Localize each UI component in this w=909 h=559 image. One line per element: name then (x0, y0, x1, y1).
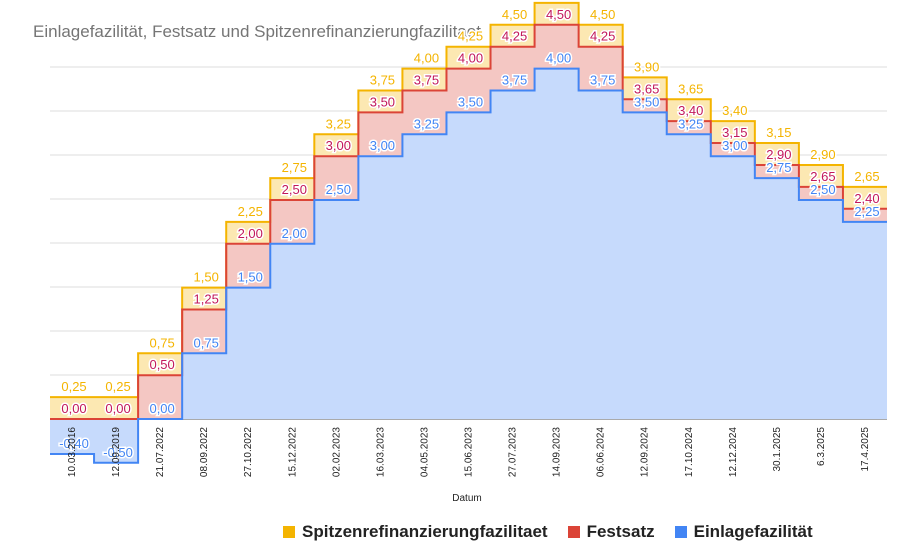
x-tick-label: 12.09.2024 (640, 427, 651, 477)
data-label: 2,50 (810, 182, 835, 197)
data-label: 0,50 (149, 357, 174, 372)
data-label: 1,50 (194, 270, 219, 285)
x-tick-label: 15.12.2022 (287, 427, 298, 477)
data-label: 3,25 (326, 116, 351, 131)
legend-item: Einlagefazilität (674, 522, 813, 542)
legend-swatch (283, 526, 295, 538)
x-tick-label: 17.4.2025 (860, 427, 871, 472)
legend: Spitzenrefinanzierungfazilitaet Festsatz E… (283, 522, 833, 542)
data-label: 0,75 (194, 335, 219, 350)
data-label: -0,50 (103, 445, 133, 460)
x-tick-label: 14.09.2023 (552, 427, 563, 477)
data-label: 3,75 (502, 73, 527, 88)
legend-label: Einlagefazilität (693, 522, 813, 541)
data-label: 0,00 (61, 401, 86, 416)
legend-label: Spitzenrefinanzierungfazilitaet (302, 522, 548, 541)
x-tick-label: 30.1.2025 (772, 427, 783, 472)
legend-swatch (674, 526, 687, 538)
chart-title: Einlagefazilität, Festsatz und Spitzenre… (33, 22, 481, 41)
x-tick-label: 17.10.2024 (684, 427, 695, 477)
data-label: 2,50 (282, 182, 307, 197)
data-label: 3,25 (678, 116, 703, 131)
data-label: 3,75 (414, 73, 439, 88)
data-label: 1,25 (194, 292, 219, 307)
data-label: 3,75 (370, 73, 395, 88)
series-areas (50, 2, 887, 463)
x-tick-label: 08.09.2022 (199, 427, 210, 477)
data-label: 2,90 (766, 147, 791, 162)
legend-swatch (567, 526, 580, 538)
x-tick-label: 12.09.2019 (111, 427, 122, 477)
data-label: 2,00 (282, 226, 307, 241)
data-label: 4,25 (590, 29, 615, 44)
x-tick-label: 16.03.2023 (375, 427, 386, 477)
data-label: 3,50 (634, 94, 659, 109)
data-label: 1,50 (238, 270, 263, 285)
data-label: 2,65 (810, 169, 835, 184)
data-label: 4,25 (458, 29, 483, 44)
x-tick-labels: 10.03.2016 12.09.2019 21.07.2022 08.09.2022… (67, 427, 871, 477)
x-tick-label: 27.07.2023 (508, 427, 519, 477)
data-label: 2,75 (282, 160, 307, 175)
data-label: 0,75 (149, 335, 174, 350)
data-label: 2,50 (326, 182, 351, 197)
legend-item: Spitzenrefinanzierungfazilitaet (283, 522, 548, 542)
data-label: 3,15 (722, 125, 747, 140)
data-label: 4,00 (546, 51, 571, 66)
x-tick-label: 15.06.2023 (464, 427, 475, 477)
data-label: 3,65 (678, 81, 703, 96)
data-label: 4,50 (502, 7, 527, 22)
line-einlagefazilität (50, 67, 887, 464)
data-label: 0,25 (105, 379, 130, 394)
data-label: 2,00 (238, 226, 263, 241)
x-tick-label: 6.3.2025 (816, 427, 827, 466)
data-labels: 0,25 0,25 0,75 1,50 2,25 2,75 3,25 3,75 4,00 4,25… (58, 0, 881, 461)
data-label: 0,00 (149, 401, 174, 416)
data-label: 2,75 (766, 160, 791, 175)
x-axis-title: Datum (452, 493, 481, 504)
data-label: 2,65 (854, 169, 879, 184)
data-label: 3,00 (326, 138, 351, 153)
x-tick-label: 12.12.2024 (728, 427, 739, 477)
data-label: 3,40 (722, 103, 747, 118)
data-label: 2,90 (810, 147, 835, 162)
data-label: 4,50 (590, 7, 615, 22)
data-label: 3,00 (722, 138, 747, 153)
x-tick-label: 06.06.2024 (596, 427, 607, 477)
legend-label: Festsatz (586, 522, 655, 541)
data-label: 2,25 (854, 204, 879, 219)
data-label: 3,25 (414, 116, 439, 131)
data-label: 3,90 (634, 59, 659, 74)
data-label: 4,00 (458, 51, 483, 66)
x-tick-label: 04.05.2023 (419, 427, 430, 477)
legend-item: Festsatz (567, 522, 655, 542)
data-label: 2,40 (854, 191, 879, 206)
data-label: 3,65 (634, 81, 659, 96)
data-label: 3,00 (370, 138, 395, 153)
data-label: -0,40 (59, 436, 89, 451)
x-tick-label: 02.02.2023 (331, 427, 342, 477)
data-label: 0,25 (61, 379, 86, 394)
area-einlagefazilität (50, 68, 887, 463)
data-label: 3,50 (370, 94, 395, 109)
data-label: 3,50 (458, 94, 483, 109)
data-label: 4,50 (546, 7, 571, 22)
x-tick-label: 27.10.2022 (243, 427, 254, 477)
data-label: 2,25 (238, 204, 263, 219)
series-lines (50, 1, 887, 464)
data-label: 4,00 (414, 51, 439, 66)
x-tick-label: 21.07.2022 (155, 427, 166, 477)
data-label: 3,75 (590, 73, 615, 88)
data-label: 3,15 (766, 125, 791, 140)
data-label: 4,25 (502, 29, 527, 44)
x-tick-label: 10.03.2016 (67, 427, 78, 477)
data-label: 3,40 (678, 103, 703, 118)
data-label: 0,00 (105, 401, 130, 416)
